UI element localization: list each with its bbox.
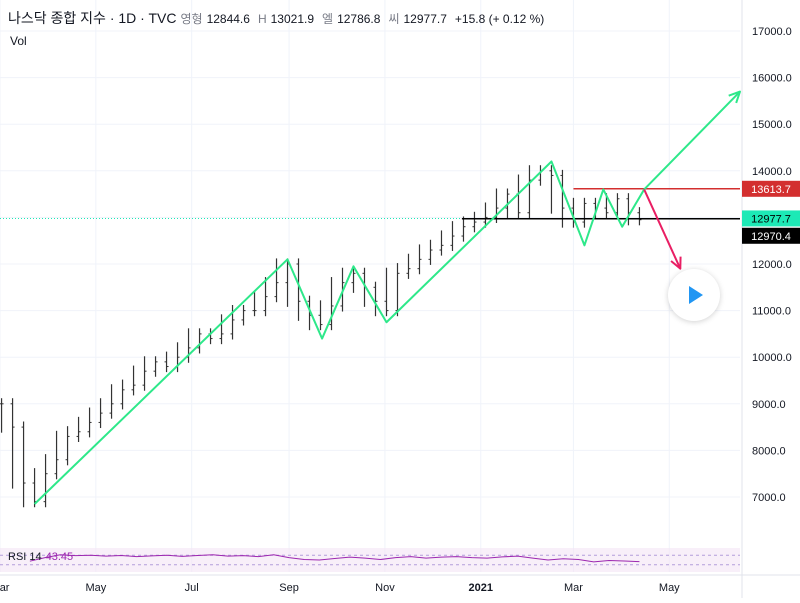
y-tick-label: 8000.0 xyxy=(752,445,786,457)
x-tick-label: 2021 xyxy=(469,582,493,594)
y-tick-label: 11000.0 xyxy=(752,306,791,318)
x-tick-label: Sep xyxy=(279,582,299,594)
x-tick-label: Jul xyxy=(185,582,199,594)
symbol-title[interactable]: 나스닥 종합 지수 · 1D · TVC xyxy=(8,10,177,26)
close-value: 12977.7 xyxy=(403,12,447,26)
support-price-tag: 12970.4 xyxy=(751,231,791,243)
y-tick-label: 12000.0 xyxy=(752,259,792,271)
current-price-tag-bg xyxy=(742,210,800,227)
y-tick-label: 14000.0 xyxy=(752,166,792,178)
y-tick-label: 15000.0 xyxy=(752,119,792,131)
rsi-value: 43.45 xyxy=(45,551,74,563)
down-arrow-head xyxy=(670,256,682,270)
y-tick-label: 17000.0 xyxy=(752,26,792,38)
rsi-legend[interactable]: RSI 14 43.45 xyxy=(8,551,73,563)
y-tick-label: 9000.0 xyxy=(752,399,786,411)
rsi-band xyxy=(0,548,740,572)
resistance-price-tag: 13613.7 xyxy=(751,184,791,196)
low-label: 엘 xyxy=(322,12,334,26)
x-tick-label: May xyxy=(85,582,106,594)
change-value: +15.8 (+ 0.12 %) xyxy=(454,12,545,26)
high-label: H xyxy=(257,12,267,26)
x-tick-label: Nov xyxy=(375,582,395,594)
y-tick-label: 10000.0 xyxy=(752,352,792,364)
up-arrow-head xyxy=(728,90,741,104)
y-tick-label: 16000.0 xyxy=(752,73,792,85)
close-label: 씨 xyxy=(388,12,400,26)
low-value: 12786.8 xyxy=(337,12,381,26)
open-value: 12844.6 xyxy=(206,12,250,26)
open-label: 영형 xyxy=(180,12,203,26)
x-tick-label: May xyxy=(659,582,680,594)
current-price-tag: 12977.7 xyxy=(751,213,791,225)
down-arrow-line[interactable] xyxy=(643,189,682,270)
play-button[interactable] xyxy=(668,269,720,321)
rsi-name: RSI 14 xyxy=(8,551,42,563)
rsi-line xyxy=(29,554,640,563)
high-value: 13021.9 xyxy=(270,12,315,26)
x-tick-label: Mar xyxy=(0,582,10,594)
y-tick-label: 7000.0 xyxy=(752,492,786,504)
resistance-price-tag-bg xyxy=(742,180,800,197)
pattern-line[interactable] xyxy=(33,90,741,505)
volume-label[interactable]: Vol xyxy=(10,34,27,48)
play-icon xyxy=(689,286,703,304)
chart-header: 나스닥 종합 지수 · 1D · TVC 영형 12844.6 H 13021.9 … xyxy=(8,8,548,28)
support-price-tag-bg xyxy=(742,227,800,244)
x-tick-label: Mar xyxy=(564,582,583,594)
